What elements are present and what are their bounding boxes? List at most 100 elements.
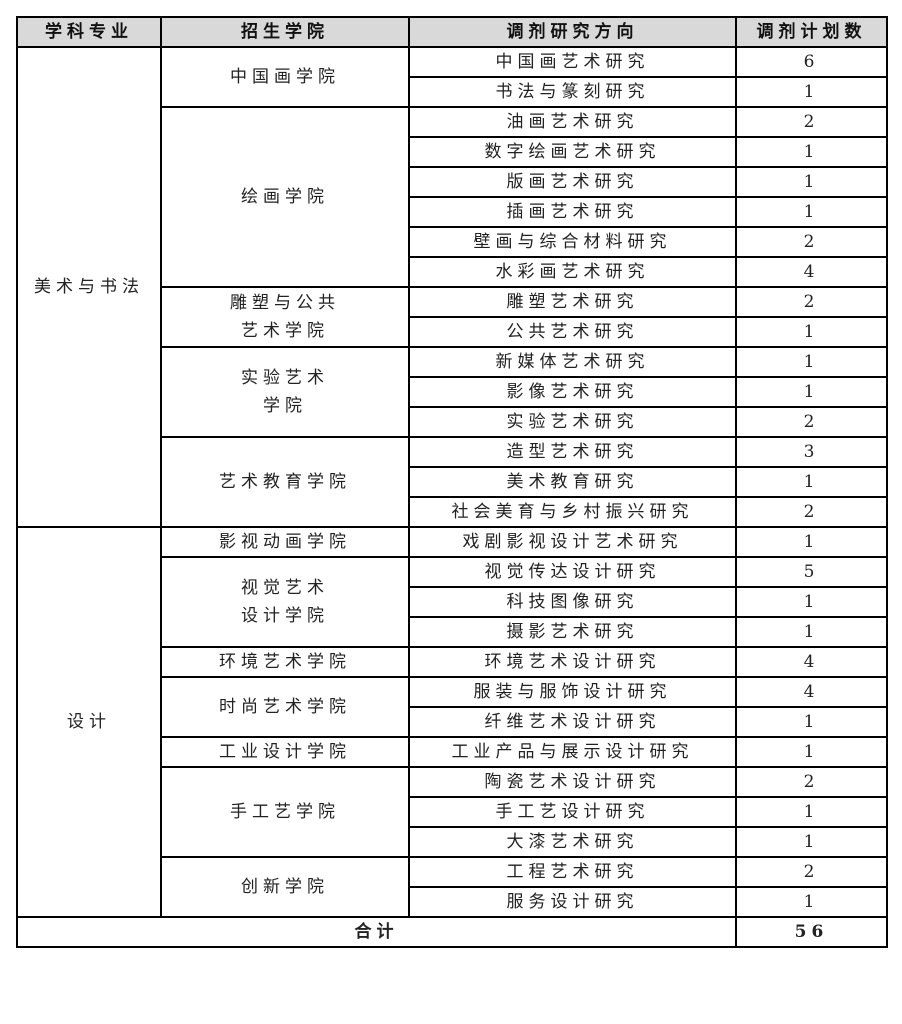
direction-cell: 摄影艺术研究	[408, 616, 737, 648]
count-cell: 4	[735, 676, 888, 708]
direction-cell: 服装与服饰设计研究	[408, 676, 737, 708]
college-cell: 时尚艺术学院	[160, 676, 410, 738]
table-row: 手工艺学院 陶瓷艺术设计研究 2	[17, 766, 888, 858]
count-cell: 1	[735, 196, 888, 228]
table-row: 社会美育与乡村振兴研究 2	[17, 496, 888, 528]
college-cell: 工业设计学院	[160, 736, 410, 768]
direction-cell: 影像艺术研究	[408, 376, 737, 408]
table-row: 大漆艺术研究 1	[17, 826, 888, 858]
table-row: 美术教育研究 1	[17, 466, 888, 498]
count-cell: 1	[735, 376, 888, 408]
table-row: 影像艺术研究 1	[17, 376, 888, 408]
count-cell: 1	[735, 736, 888, 768]
header-direction: 调剂研究方向	[408, 16, 737, 48]
direction-cell: 版画艺术研究	[408, 166, 737, 198]
table-row: 纤维艺术设计研究 1	[17, 706, 888, 738]
direction-cell: 数字绘画艺术研究	[408, 136, 737, 168]
adjustment-plan-table: 学科专业 招生学院 调剂研究方向 调剂计划数 美术与书法 中国画学院 中国画艺术研究…	[16, 16, 888, 948]
table-row: 版画艺术研究 1	[17, 166, 888, 198]
count-cell: 5	[735, 556, 888, 588]
count-cell: 2	[735, 766, 888, 798]
table-row: 手工艺设计研究 1	[17, 796, 888, 828]
table-row: 摄影艺术研究 1	[17, 616, 888, 648]
total-row: 合计 56	[16, 916, 888, 948]
count-cell: 1	[735, 166, 888, 198]
table-row: 环境艺术学院 环境艺术设计研究 4	[17, 646, 888, 678]
count-cell: 1	[735, 826, 888, 858]
table-row: 书法与篆刻研究 1	[17, 76, 888, 108]
table-row: 公共艺术研究 1	[17, 316, 888, 348]
table-row: 设计 影视动画学院 戏剧影视设计艺术研究 1	[16, 526, 888, 918]
direction-cell: 社会美育与乡村振兴研究	[408, 496, 737, 528]
table-row: 时尚艺术学院 服装与服饰设计研究 4	[17, 676, 888, 738]
college-cell: 中国画学院	[160, 46, 410, 108]
direction-cell: 纤维艺术设计研究	[408, 706, 737, 738]
direction-cell: 陶瓷艺术设计研究	[408, 766, 737, 798]
direction-cell: 实验艺术研究	[408, 406, 737, 438]
table-row: 数字绘画艺术研究 1	[17, 136, 888, 168]
direction-cell: 戏剧影视设计艺术研究	[408, 526, 737, 558]
count-cell: 3	[735, 436, 888, 468]
direction-cell: 视觉传达设计研究	[408, 556, 737, 588]
header-college: 招生学院	[160, 16, 410, 48]
table-row: 绘画学院 油画艺术研究 2	[17, 106, 888, 288]
count-cell: 1	[735, 586, 888, 618]
total-value: 56	[735, 916, 888, 948]
table-row: 实验艺术研究 2	[17, 406, 888, 438]
table-row: 创新学院 工程艺术研究 2	[17, 856, 888, 918]
direction-cell: 造型艺术研究	[408, 436, 737, 468]
direction-cell: 壁画与综合材料研究	[408, 226, 737, 258]
count-cell: 1	[735, 466, 888, 498]
direction-cell: 新媒体艺术研究	[408, 346, 737, 378]
table-row: 水彩画艺术研究 4	[17, 256, 888, 288]
count-cell: 4	[735, 646, 888, 678]
count-cell: 1	[735, 886, 888, 918]
college-cell: 实验艺术 学院	[160, 346, 410, 438]
table-row: 插画艺术研究 1	[17, 196, 888, 228]
college-cell: 手工艺学院	[160, 766, 410, 858]
direction-cell: 中国画艺术研究	[408, 46, 737, 78]
discipline-cell: 设计	[16, 526, 162, 918]
college-cell: 环境艺术学院	[160, 646, 410, 678]
college-cell: 创新学院	[160, 856, 410, 918]
college-cell: 艺术教育学院	[160, 436, 410, 528]
direction-cell: 美术教育研究	[408, 466, 737, 498]
count-cell: 6	[735, 46, 888, 78]
college-cell: 影视动画学院	[160, 526, 410, 558]
direction-cell: 雕塑艺术研究	[408, 286, 737, 318]
table-row: 实验艺术 学院 新媒体艺术研究 1	[17, 346, 888, 438]
college-cell: 雕塑与公共 艺术学院	[160, 286, 410, 348]
count-cell: 2	[735, 856, 888, 888]
count-cell: 2	[735, 286, 888, 318]
direction-cell: 工业产品与展示设计研究	[408, 736, 737, 768]
direction-cell: 水彩画艺术研究	[408, 256, 737, 288]
count-cell: 4	[735, 256, 888, 288]
college-cell: 绘画学院	[160, 106, 410, 288]
table-row: 视觉艺术 设计学院 视觉传达设计研究 5	[17, 556, 888, 648]
count-cell: 2	[735, 496, 888, 528]
total-label: 合计	[16, 916, 737, 948]
count-cell: 2	[735, 106, 888, 138]
count-cell: 1	[735, 526, 888, 558]
table-row: 艺术教育学院 造型艺术研究 3	[17, 436, 888, 528]
direction-cell: 科技图像研究	[408, 586, 737, 618]
direction-cell: 环境艺术设计研究	[408, 646, 737, 678]
count-cell: 2	[735, 406, 888, 438]
college-cell: 视觉艺术 设计学院	[160, 556, 410, 648]
table-row: 工业设计学院 工业产品与展示设计研究 1	[17, 736, 888, 768]
table-row: 美术与书法 中国画学院 中国画艺术研究 6	[16, 46, 888, 528]
header-count: 调剂计划数	[735, 16, 888, 48]
count-cell: 1	[735, 136, 888, 168]
header-row: 学科专业 招生学院 调剂研究方向 调剂计划数	[16, 16, 888, 48]
direction-cell: 公共艺术研究	[408, 316, 737, 348]
direction-cell: 书法与篆刻研究	[408, 76, 737, 108]
table-row: 壁画与综合材料研究 2	[17, 226, 888, 258]
direction-cell: 手工艺设计研究	[408, 796, 737, 828]
count-cell: 1	[735, 316, 888, 348]
count-cell: 1	[735, 346, 888, 378]
direction-cell: 油画艺术研究	[408, 106, 737, 138]
table-row: 服务设计研究 1	[17, 886, 888, 918]
discipline-cell: 美术与书法	[16, 46, 162, 528]
table-row: 雕塑与公共 艺术学院 雕塑艺术研究 2	[17, 286, 888, 348]
count-cell: 2	[735, 226, 888, 258]
